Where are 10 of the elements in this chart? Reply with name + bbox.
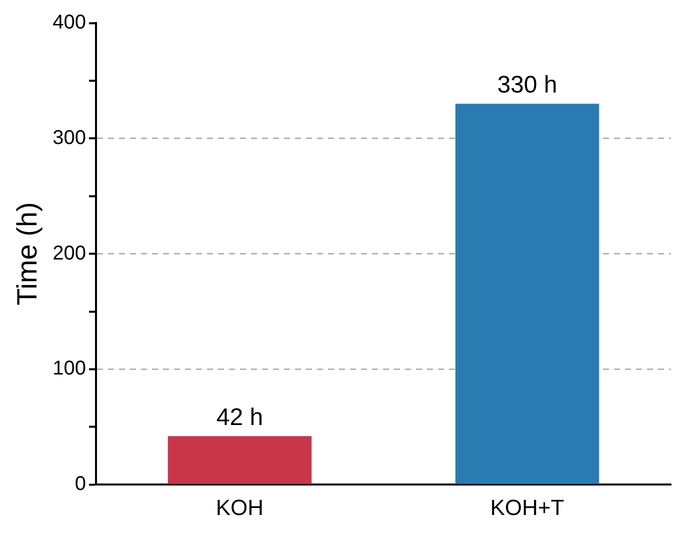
x-tick-label: KOH	[216, 494, 264, 520]
y-tick-label: 300	[52, 126, 86, 149]
data-label: 42 h	[216, 404, 264, 431]
data-label: 330 h	[497, 71, 558, 98]
y-tick-label: 400	[52, 12, 86, 34]
y-tick-label: 0	[74, 473, 86, 496]
y-tick-label: 100	[52, 358, 86, 380]
y-tick-label: 200	[52, 242, 86, 264]
x-tick-label: KOH+T	[490, 494, 564, 520]
y-axis-title: Time (h)	[12, 202, 43, 306]
